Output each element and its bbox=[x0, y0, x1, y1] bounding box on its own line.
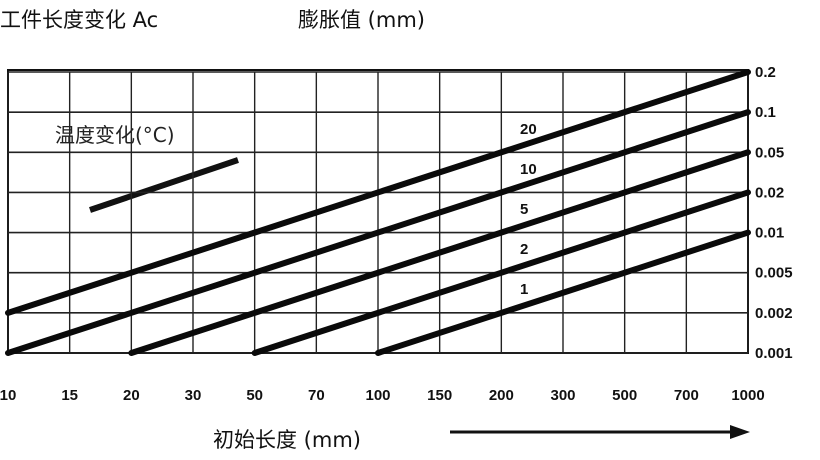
series-label-1: 1 bbox=[520, 281, 528, 298]
x-tick-label: 200 bbox=[489, 387, 514, 404]
x-tick-label: 300 bbox=[550, 387, 575, 404]
legend-line bbox=[89, 157, 239, 213]
series-line-20 bbox=[5, 69, 751, 316]
x-tick-label: 70 bbox=[308, 387, 325, 404]
series-line-2 bbox=[251, 189, 751, 356]
series-label-2: 2 bbox=[520, 241, 528, 258]
y-tick-label: 0.005 bbox=[755, 265, 793, 282]
legend-title: 温度变化(°C) bbox=[55, 123, 175, 147]
x-tick-label: 30 bbox=[185, 387, 202, 404]
series-label-10: 10 bbox=[520, 161, 537, 178]
x-tick-label: 10 bbox=[0, 387, 16, 404]
series-line-10 bbox=[5, 109, 751, 356]
x-tick-label: 700 bbox=[674, 387, 699, 404]
y-tick-label: 0.01 bbox=[755, 225, 784, 242]
x-axis-arrow bbox=[450, 425, 750, 439]
x-axis-title: 初始长度 (mm) bbox=[213, 428, 361, 452]
y-tick-label: 0.05 bbox=[755, 144, 784, 161]
y-tick-label: 0.1 bbox=[755, 104, 776, 121]
y-tick-label: 0.002 bbox=[755, 305, 793, 322]
x-tick-label: 20 bbox=[123, 387, 140, 404]
x-tick-label: 500 bbox=[612, 387, 637, 404]
series-line-1 bbox=[375, 229, 751, 356]
y-tick-label: 0.2 bbox=[755, 64, 776, 81]
x-tick-label: 1000 bbox=[731, 387, 764, 404]
chart-title: 工件长度变化 Ac bbox=[0, 8, 159, 32]
series-label-5: 5 bbox=[520, 201, 528, 218]
y-tick-label: 0.001 bbox=[755, 345, 793, 362]
y-axis-title: 膨胀值 (mm) bbox=[298, 8, 425, 32]
x-tick-label: 100 bbox=[365, 387, 390, 404]
series-line-5 bbox=[128, 149, 751, 356]
x-tick-label: 150 bbox=[427, 387, 452, 404]
y-tick-label: 0.02 bbox=[755, 184, 784, 201]
x-tick-label: 15 bbox=[61, 387, 78, 404]
x-tick-label: 50 bbox=[246, 387, 263, 404]
series-label-20: 20 bbox=[520, 121, 537, 138]
